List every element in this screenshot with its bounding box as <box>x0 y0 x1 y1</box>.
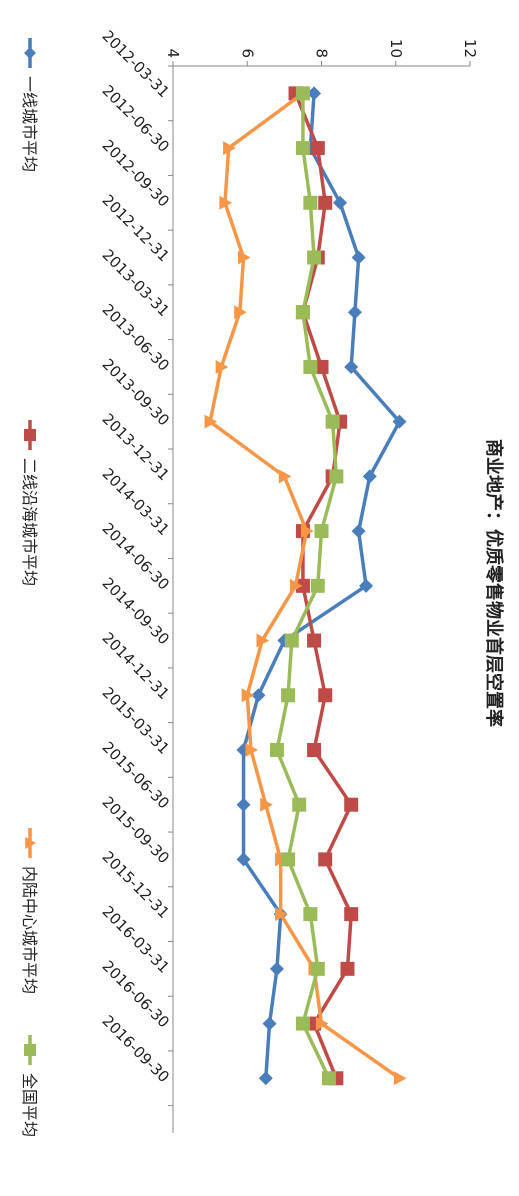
data-point <box>204 414 218 429</box>
data-point <box>25 837 36 849</box>
data-point <box>307 742 322 757</box>
data-point <box>344 797 359 812</box>
data-point <box>303 195 318 210</box>
data-point <box>318 195 333 210</box>
data-point <box>344 907 359 922</box>
data-point <box>262 1016 277 1031</box>
data-point <box>236 797 251 812</box>
data-point <box>329 469 344 484</box>
series-layer <box>204 86 407 1086</box>
legend-label: 全国平均 <box>20 1073 39 1137</box>
legend-label: 内陆中心城市平均 <box>20 866 39 994</box>
series <box>269 86 344 1086</box>
data-point <box>241 688 255 703</box>
data-point <box>275 907 288 922</box>
data-point <box>237 250 251 265</box>
legend-label: 一线城市平均 <box>20 76 39 172</box>
y-tick-label: 6 <box>238 48 256 58</box>
data-point <box>24 429 36 441</box>
data-point <box>219 195 232 210</box>
data-point <box>256 633 270 648</box>
rotated-chart-group: 商业地产：优质零售物业首层空置率 4 6 8 10 122012-03-312012-0… <box>20 27 505 1137</box>
y-tick-label: 4 <box>164 48 182 58</box>
data-point <box>318 852 333 867</box>
data-point <box>295 86 310 101</box>
legend-label: 二线沿海城市平均 <box>20 458 39 586</box>
data-point <box>245 742 258 757</box>
y-tick-label: 12 <box>461 39 479 58</box>
data-point <box>310 141 325 156</box>
data-point <box>292 797 307 812</box>
data-point <box>289 578 303 593</box>
data-point <box>269 742 284 757</box>
data-point <box>340 961 355 976</box>
axes: 4 6 8 10 122012-03-312012-06-302012-09-30201… <box>99 27 479 1133</box>
data-point <box>251 688 266 703</box>
data-point <box>307 633 322 648</box>
series <box>204 86 407 1086</box>
data-point <box>321 1071 336 1086</box>
data-point <box>295 141 310 156</box>
data-point <box>301 524 314 539</box>
data-point <box>393 1071 407 1086</box>
data-point <box>318 688 333 703</box>
data-point <box>278 469 292 484</box>
data-point <box>24 1044 36 1056</box>
data-point <box>258 1071 273 1086</box>
data-point <box>281 688 296 703</box>
data-point <box>351 524 366 539</box>
data-point <box>284 633 299 648</box>
data-point <box>295 305 310 320</box>
y-tick-label: 8 <box>313 48 331 58</box>
data-point <box>307 250 322 265</box>
data-point <box>347 305 362 320</box>
data-point <box>295 1016 310 1031</box>
chart-title: 商业地产：优质零售物业首层空置率 <box>483 439 505 727</box>
data-point <box>234 305 247 320</box>
data-point <box>362 469 377 484</box>
data-point <box>295 578 310 593</box>
data-point <box>333 195 348 210</box>
data-point <box>236 852 251 867</box>
data-point <box>260 797 273 812</box>
y-tick-label: 10 <box>387 39 405 58</box>
data-point <box>303 907 318 922</box>
data-point <box>215 359 229 374</box>
data-point <box>269 961 284 976</box>
data-point <box>314 524 329 539</box>
data-point <box>303 359 318 374</box>
data-point <box>281 852 296 867</box>
data-point <box>314 359 329 374</box>
data-point <box>315 1016 329 1031</box>
data-point <box>351 250 366 265</box>
data-point <box>325 414 340 429</box>
data-point <box>310 578 325 593</box>
data-point <box>310 961 325 976</box>
data-point <box>24 47 36 59</box>
data-point <box>223 141 236 156</box>
